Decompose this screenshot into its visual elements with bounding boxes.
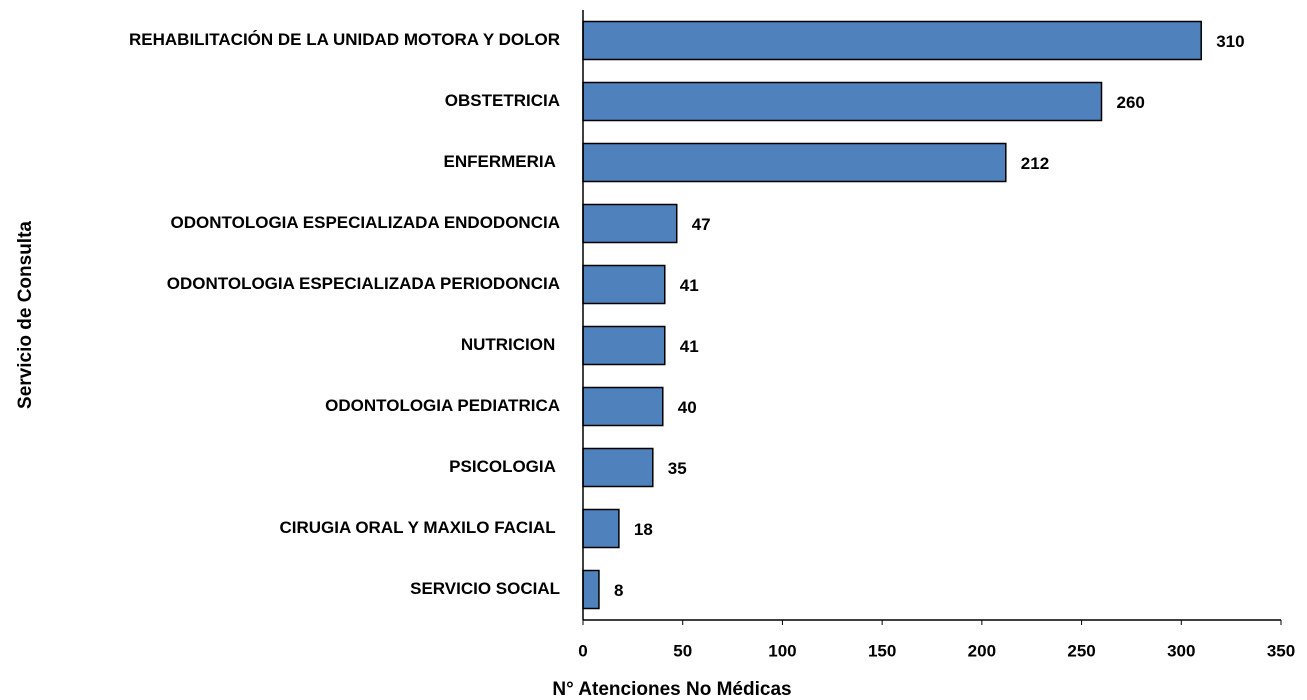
y-tick-label: ODONTOLOGIA PEDIATRICA bbox=[325, 396, 560, 415]
x-tick-label: 150 bbox=[868, 641, 896, 660]
x-tick-label: 100 bbox=[768, 641, 796, 660]
x-tick-label: 0 bbox=[578, 641, 587, 660]
y-tick-label: ODONTOLOGIA ESPECIALIZADA ENDODONCIA bbox=[171, 213, 560, 232]
data-label: 41 bbox=[680, 337, 699, 356]
y-tick-label: ENFERMERIA bbox=[444, 152, 561, 171]
x-tick-label: 250 bbox=[1067, 641, 1095, 660]
bar bbox=[582, 325, 666, 366]
x-tick-label: 200 bbox=[968, 641, 996, 660]
data-label: 18 bbox=[634, 520, 653, 539]
bar bbox=[582, 447, 654, 488]
data-label: 47 bbox=[692, 215, 711, 234]
y-tick-label: REHABILITACIÓN DE LA UNIDAD MOTORA Y DOL… bbox=[129, 30, 560, 49]
bar bbox=[582, 264, 666, 305]
x-tick-label: 350 bbox=[1267, 641, 1295, 660]
x-tick-label: 50 bbox=[673, 641, 692, 660]
bar bbox=[582, 142, 1007, 183]
data-label: 41 bbox=[680, 276, 699, 295]
data-label: 40 bbox=[678, 398, 697, 417]
bar bbox=[582, 20, 1202, 61]
x-axis-title: N° Atenciones No Médicas bbox=[552, 679, 791, 700]
bar bbox=[582, 569, 600, 610]
y-tick-label: ODONTOLOGIA ESPECIALIZADA PERIODONCIA bbox=[167, 274, 560, 293]
x-tick-label: 300 bbox=[1167, 641, 1195, 660]
y-tick-label: NUTRICION bbox=[461, 335, 560, 354]
data-label: 8 bbox=[614, 581, 623, 600]
bar bbox=[582, 386, 664, 427]
bar bbox=[582, 508, 620, 549]
bar bbox=[582, 203, 678, 244]
y-tick-label: CIRUGIA ORAL Y MAXILO FACIAL bbox=[279, 518, 560, 537]
y-tick-label: PSICOLOGIA bbox=[449, 457, 560, 476]
data-label: 310 bbox=[1216, 32, 1244, 51]
y-tick-label: OBSTETRICIA bbox=[445, 91, 560, 110]
y-axis-title: Servicio de Consulta bbox=[15, 221, 36, 409]
data-label: 212 bbox=[1021, 154, 1049, 173]
data-label: 35 bbox=[668, 459, 687, 478]
y-tick-label: SERVICIO SOCIAL bbox=[410, 579, 560, 598]
data-label: 260 bbox=[1117, 93, 1145, 112]
bar bbox=[582, 81, 1103, 122]
